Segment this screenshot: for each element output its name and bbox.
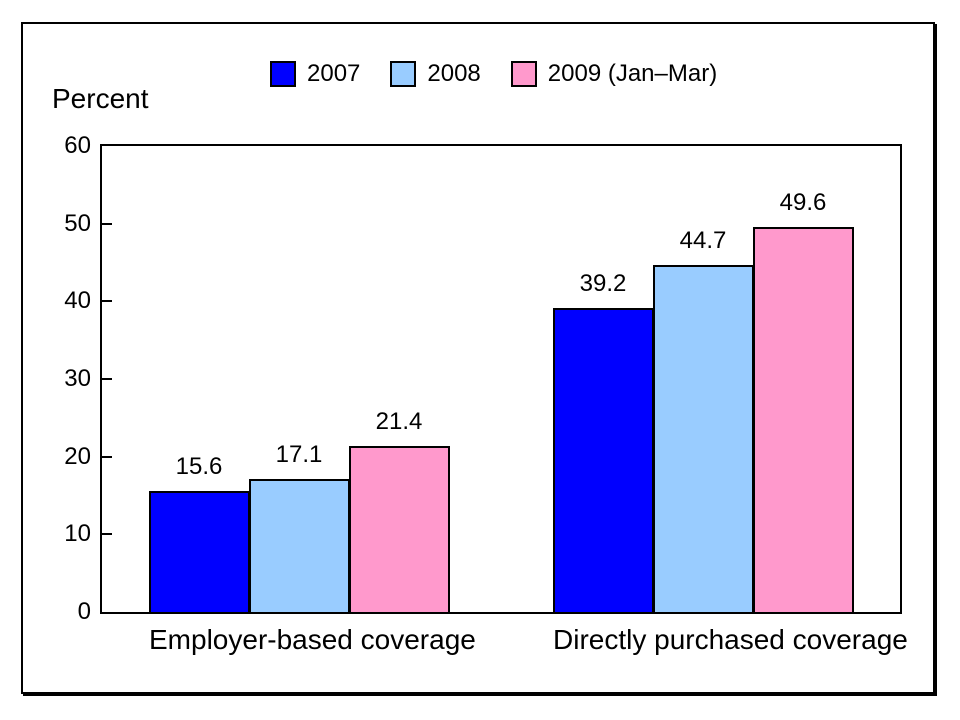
legend-swatch-2008 [390, 61, 417, 87]
chart-frame: 2007 2008 2009 (Jan–Mar) Percent 15.6 17.1 2… [21, 22, 935, 694]
bar-value-label: 44.7 [679, 226, 727, 254]
legend-item-2007: 2007 [270, 60, 360, 88]
bar-2007-directly-purchased-coverage [553, 307, 654, 612]
y-tick [102, 300, 112, 303]
x-category-label: Directly purchased coverage [553, 624, 908, 655]
y-tick [102, 378, 112, 380]
bar-2009-jan-mar-directly-purchased-coverage [753, 226, 854, 612]
bar-value-label: 21.4 [375, 407, 423, 435]
bar-2007-employer-based-coverage [149, 490, 250, 612]
bar-2009-jan-mar-employer-based-coverage [349, 445, 450, 612]
x-category-label: Employer-based coverage [149, 624, 476, 655]
bar-value-label: 39.2 [579, 269, 627, 297]
y-tick-label: 50 [64, 209, 91, 237]
legend-label: 2008 [427, 60, 481, 87]
legend: 2007 2008 2009 (Jan–Mar) [270, 60, 717, 88]
y-tick-label: 20 [64, 442, 91, 470]
y-tick-label: 10 [64, 520, 91, 548]
y-tick [102, 533, 112, 536]
legend-item-2008: 2008 [390, 60, 481, 88]
y-tick-label: 0 [77, 598, 91, 625]
y-tick [102, 455, 112, 458]
legend-swatch-2007 [270, 61, 296, 87]
bar-value-label: 15.6 [175, 452, 223, 480]
y-tick [102, 222, 112, 225]
bar-2008-directly-purchased-coverage [653, 264, 754, 612]
legend-label: 2009 (Jan–Mar) [547, 60, 718, 87]
bar-value-label: 17.1 [275, 441, 323, 469]
y-tick-label: 60 [64, 132, 91, 159]
y-tick-label: 30 [64, 365, 91, 392]
bar-2008-employer-based-coverage [249, 479, 350, 612]
bar-value-label: 49.6 [779, 188, 827, 216]
y-axis-title: Percent [52, 83, 149, 114]
legend-swatch-2009-jan-mar [510, 61, 537, 87]
y-tick-label: 40 [64, 287, 91, 315]
legend-label: 2007 [307, 60, 361, 87]
legend-item-2009-jan-mar: 2009 (Jan–Mar) [510, 60, 718, 88]
plot-area: 15.6 17.1 21.4 39.2 44.7 49.6 [100, 144, 902, 614]
